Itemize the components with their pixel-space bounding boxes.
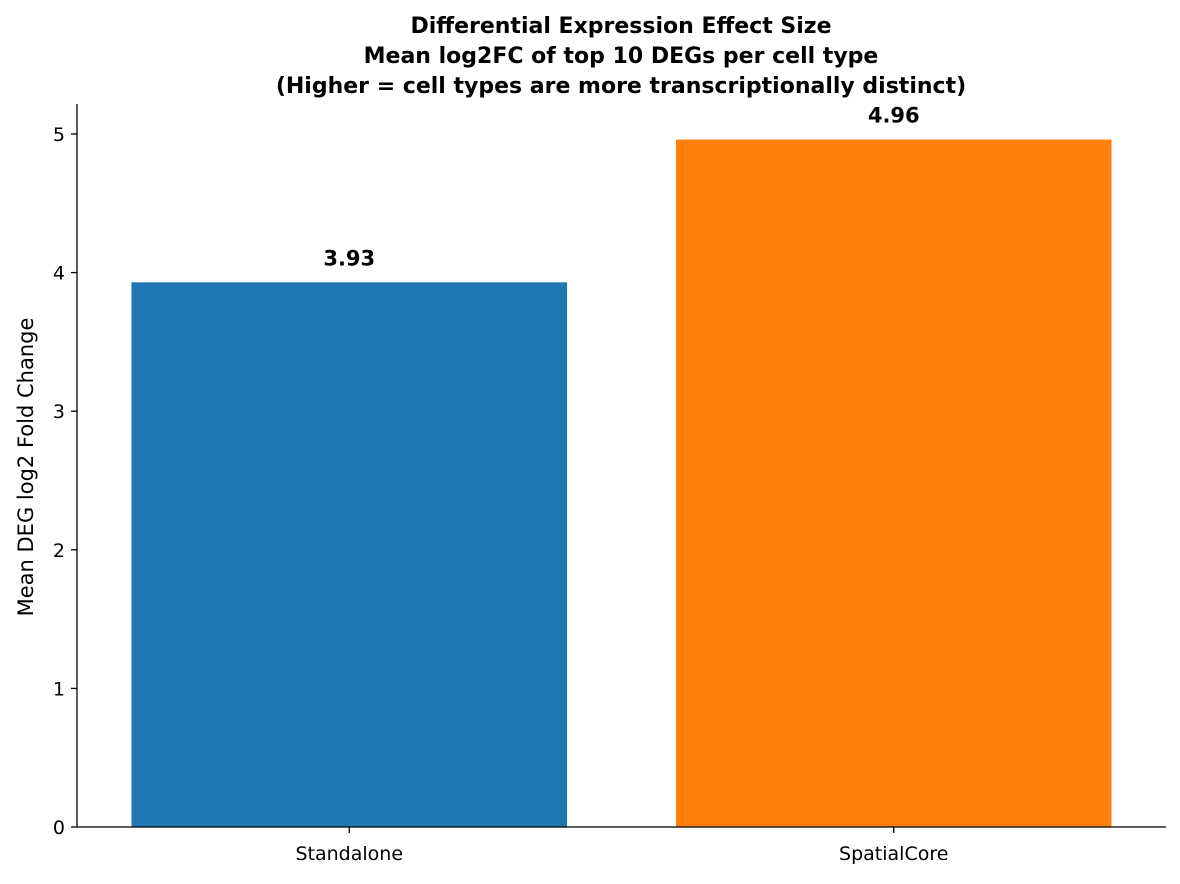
- y-tick-label-3: 3: [53, 401, 65, 423]
- y-tick-label-5: 5: [53, 124, 65, 146]
- y-axis-label: Mean DEG log2 Fold Change: [14, 318, 38, 617]
- x-tick-label-standalone: Standalone: [295, 843, 403, 865]
- value-label-standalone: 3.93: [323, 246, 375, 270]
- bar-standalone: [131, 282, 568, 827]
- y-tick-label-4: 4: [53, 263, 65, 285]
- x-tick-label-spatialcore: SpatialCore: [839, 843, 948, 865]
- bar-spatialcore: [675, 139, 1112, 827]
- value-label-spatialcore: 4.96: [868, 104, 920, 128]
- bars: [131, 139, 1112, 827]
- y-tick-label-0: 0: [53, 817, 65, 839]
- chart-title-line-3: (Higher = cell types are more transcript…: [276, 74, 966, 99]
- y-tick-label-1: 1: [53, 678, 65, 700]
- chart-title-line-2: Mean log2FC of top 10 DEGs per cell type: [364, 44, 879, 69]
- x-axis-ticks: Standalone SpatialCore: [295, 827, 948, 865]
- chart-title-line-1: Differential Expression Effect Size: [410, 14, 831, 39]
- y-tick-label-2: 2: [53, 540, 65, 562]
- chart-title: Differential Expression Effect Size Mean…: [276, 14, 966, 99]
- y-axis-ticks: 0 1 2 3 4 5: [53, 124, 77, 839]
- value-labels: 3.93 4.96: [323, 104, 919, 271]
